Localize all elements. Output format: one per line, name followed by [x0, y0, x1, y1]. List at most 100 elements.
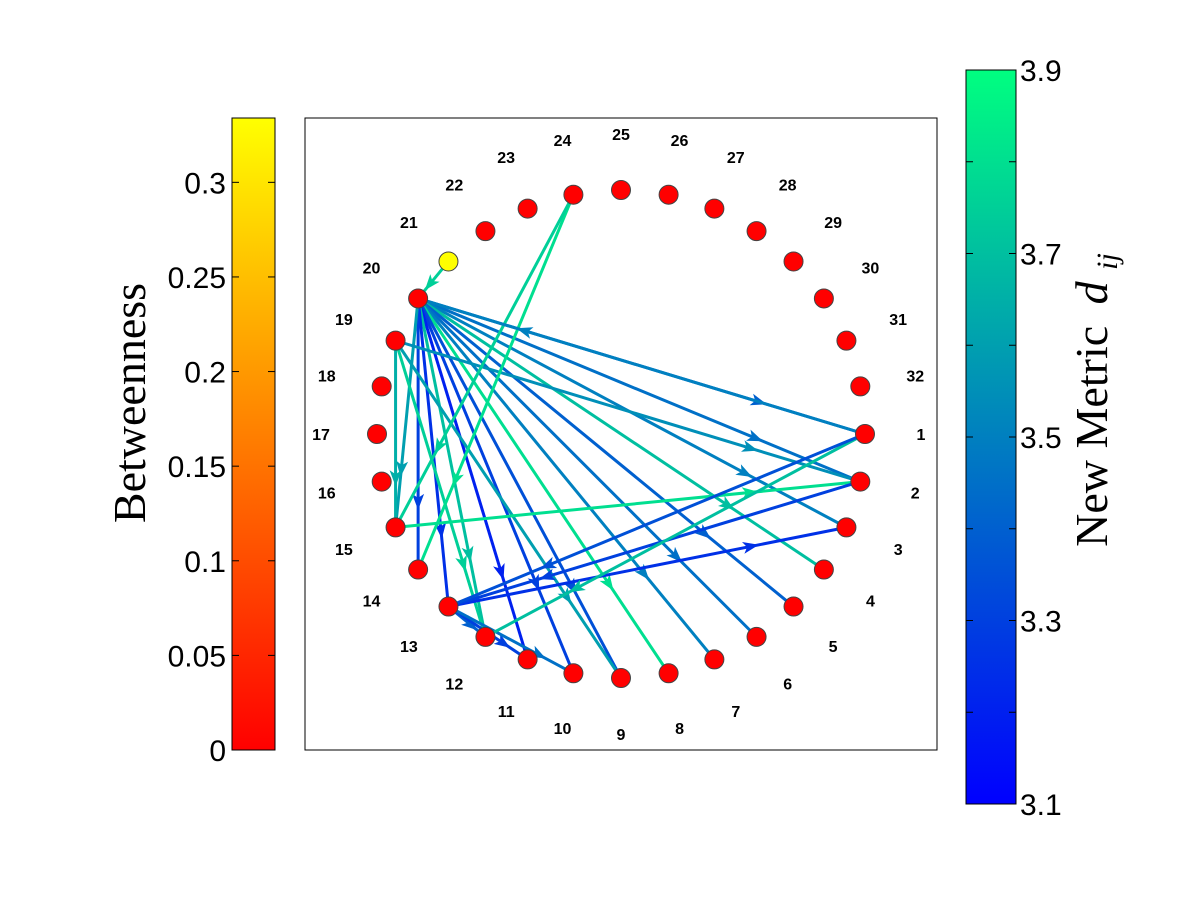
node-label: 13 — [400, 639, 418, 656]
metric-title: New Metric d ij — [1066, 253, 1124, 547]
network-node — [783, 596, 804, 617]
network-node — [475, 221, 496, 242]
edge-arrowhead — [742, 542, 759, 554]
network-edge — [416, 297, 716, 661]
network-node — [704, 649, 725, 670]
network-node — [517, 649, 538, 670]
network-node — [658, 184, 679, 205]
network-node — [746, 221, 767, 242]
network-edge — [416, 297, 575, 674]
node-label: 5 — [829, 639, 838, 656]
node-label: 32 — [906, 368, 924, 385]
network-edge — [447, 605, 575, 675]
network-edge — [417, 297, 758, 638]
network-edge — [416, 298, 487, 638]
node-label: 8 — [675, 721, 684, 738]
network-node — [475, 626, 496, 647]
metric-tick-label: 3.9 — [1020, 55, 1062, 88]
edge-arrowhead — [493, 633, 511, 648]
network-edge — [416, 297, 623, 679]
network-node — [658, 663, 679, 684]
node-label: 16 — [318, 486, 336, 503]
metric-tick-label: 3.3 — [1020, 606, 1062, 639]
network-edge — [484, 432, 866, 639]
metric-tick-label: 3.5 — [1020, 422, 1062, 455]
metric-colorbar: 3.1 3.3 3.5 3.7 3.9 New Metric d ij — [965, 55, 1124, 822]
node-label: 12 — [445, 676, 463, 693]
node-label: 30 — [862, 260, 880, 277]
network-node — [563, 184, 584, 205]
network-node — [704, 198, 725, 219]
node-label: 27 — [727, 150, 745, 167]
edge-arrowhead — [493, 563, 505, 580]
network-edge — [448, 525, 847, 609]
edge-arrowhead — [452, 470, 464, 488]
betweenness-tick-label: 0.2 — [184, 357, 226, 390]
betweenness-tick-label: 0.15 — [168, 451, 226, 484]
node-label: 9 — [617, 727, 626, 744]
node-label: 19 — [335, 312, 353, 329]
metric-title-subscript: ij — [1091, 253, 1124, 270]
edge-arrowhead — [389, 470, 402, 487]
metric-title-text: New Metric — [1066, 326, 1117, 547]
edge-arrowhead — [666, 546, 683, 563]
node-label: 24 — [554, 133, 572, 150]
node-label: 4 — [866, 594, 875, 611]
network-nodes — [367, 180, 875, 688]
metric-ticks: 3.1 3.3 3.5 3.7 3.9 — [966, 55, 1062, 822]
edge-arrowhead — [568, 579, 586, 593]
network-edge — [417, 297, 795, 608]
node-label: 14 — [363, 594, 381, 611]
network-node — [611, 668, 631, 688]
node-label: 2 — [911, 486, 920, 503]
network-node — [438, 596, 459, 617]
betweenness-tick-label: 0 — [209, 735, 226, 768]
betweenness-tick-label: 0.05 — [168, 640, 226, 673]
network-node — [408, 288, 429, 309]
edge-arrowhead — [461, 615, 478, 631]
edge-arrowhead — [455, 554, 467, 572]
network-edge — [417, 297, 866, 436]
network-node — [855, 424, 875, 444]
edge-arrowhead — [396, 460, 409, 477]
edge-arrowhead — [516, 327, 534, 339]
network-edge — [417, 297, 825, 571]
node-label: 25 — [612, 127, 630, 144]
network-node — [783, 251, 804, 272]
node-label: 28 — [779, 178, 797, 195]
edge-arrowhead — [539, 568, 557, 581]
edge-arrowhead — [424, 274, 440, 291]
node-label: 1 — [917, 427, 926, 444]
metric-tick-label: 3.1 — [1020, 789, 1062, 822]
edge-arrowhead — [694, 524, 711, 539]
betweenness-title: Betweenness — [104, 283, 155, 523]
network-node — [850, 376, 871, 397]
metric-colorbar-fill — [965, 69, 1017, 805]
network-node — [836, 517, 857, 538]
edge-arrowhead — [599, 574, 614, 591]
network-node — [611, 180, 631, 200]
network-node — [517, 198, 538, 219]
edge-arrowhead — [735, 464, 753, 477]
node-label: 7 — [731, 704, 740, 721]
betweenness-tick-label: 0.3 — [184, 167, 226, 200]
network-node — [836, 330, 857, 351]
betweenness-tick-label: 0.1 — [184, 546, 226, 579]
edge-arrowhead — [741, 440, 759, 452]
node-label: 18 — [318, 368, 336, 385]
edge-arrowhead — [540, 556, 558, 569]
network-node — [746, 626, 767, 647]
network-node — [371, 376, 392, 397]
edge-arrowhead — [412, 493, 425, 510]
node-label: 21 — [400, 215, 418, 232]
node-label: 29 — [824, 215, 842, 232]
network-edge — [417, 297, 861, 483]
network-edge — [448, 480, 861, 608]
network-edge — [394, 339, 623, 679]
betweenness-colorbar-fill — [231, 117, 276, 751]
network-node — [367, 424, 387, 444]
network-edge — [394, 298, 420, 528]
metric-title-symbol: d — [1066, 280, 1117, 304]
